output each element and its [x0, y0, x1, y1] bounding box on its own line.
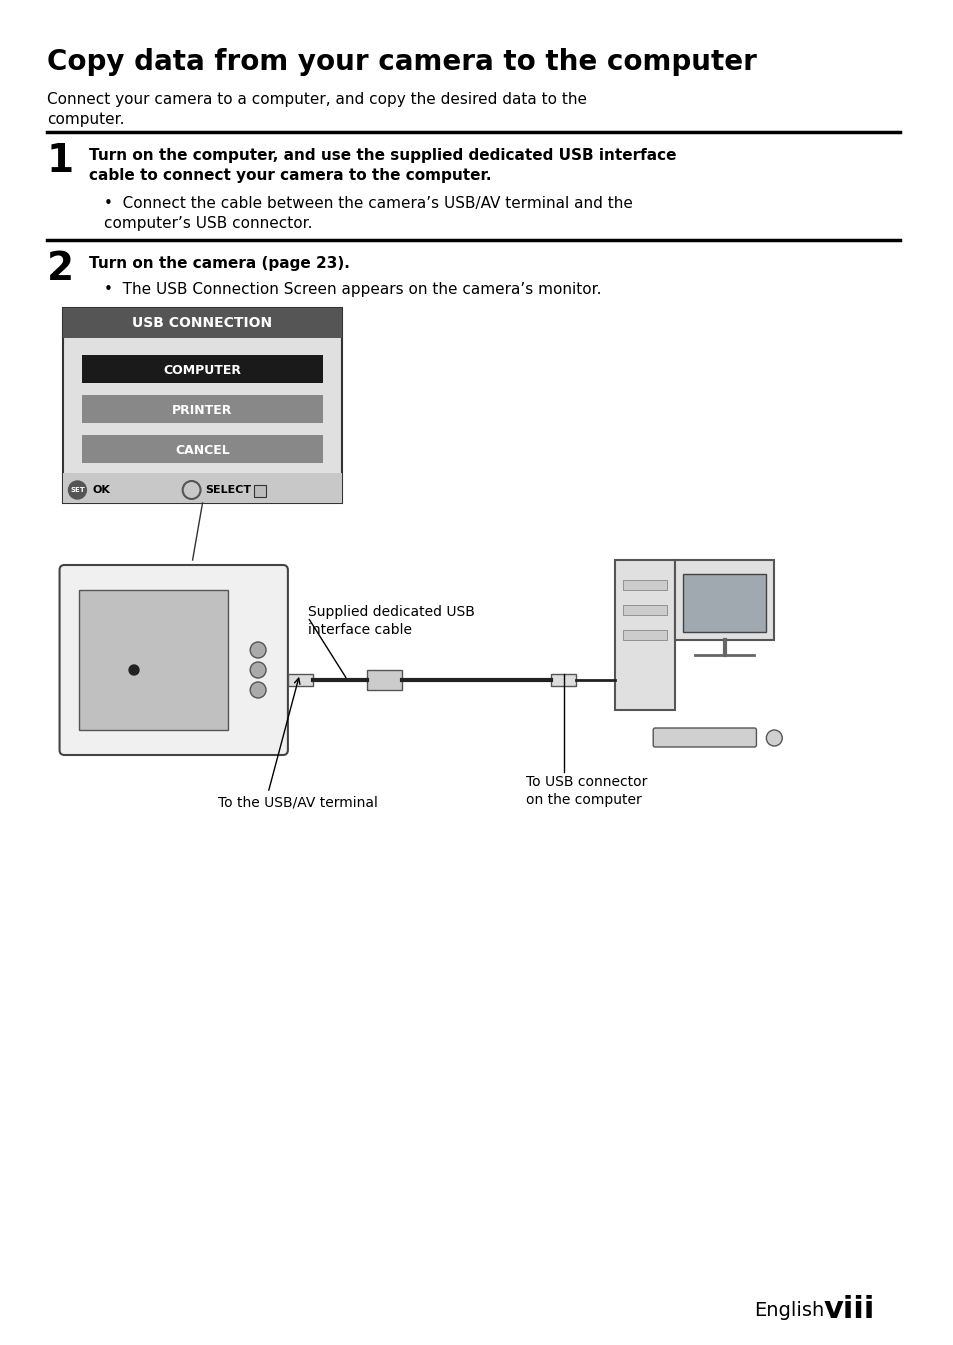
- Bar: [622, 580, 666, 590]
- Bar: [675, 560, 774, 640]
- Bar: [288, 674, 313, 686]
- Text: SET: SET: [70, 487, 85, 494]
- Text: To the USB/AV terminal: To the USB/AV terminal: [218, 795, 378, 808]
- Bar: [615, 560, 675, 710]
- Text: •  Connect the cable between the camera’s USB/AV terminal and the
computer’s USB: • Connect the cable between the camera’s…: [104, 196, 633, 231]
- Text: Turn on the camera (page 23).: Turn on the camera (page 23).: [90, 256, 350, 270]
- Text: Connect your camera to a computer, and copy the desired data to the
computer.: Connect your camera to a computer, and c…: [47, 91, 586, 126]
- Text: COMPUTER: COMPUTER: [163, 363, 241, 377]
- Circle shape: [250, 662, 266, 678]
- Bar: [82, 395, 322, 422]
- Text: 2: 2: [47, 250, 73, 288]
- Circle shape: [69, 482, 87, 499]
- Bar: [63, 308, 342, 503]
- Bar: [622, 629, 666, 640]
- Bar: [63, 473, 342, 503]
- Bar: [682, 574, 765, 632]
- Circle shape: [250, 682, 266, 698]
- Text: SELECT: SELECT: [205, 486, 252, 495]
- Text: PRINTER: PRINTER: [172, 404, 233, 417]
- Text: To USB connector
on the computer: To USB connector on the computer: [526, 775, 647, 807]
- Text: English: English: [754, 1301, 823, 1319]
- Circle shape: [129, 664, 139, 675]
- Text: 1: 1: [47, 143, 73, 180]
- Text: USB CONNECTION: USB CONNECTION: [132, 316, 273, 330]
- Bar: [367, 670, 401, 690]
- Text: Turn on the computer, and use the supplied dedicated USB interface
cable to conn: Turn on the computer, and use the suppli…: [90, 148, 676, 183]
- Bar: [63, 308, 342, 338]
- Bar: [253, 486, 266, 498]
- FancyBboxPatch shape: [59, 565, 288, 755]
- Bar: [82, 434, 322, 463]
- Text: viii: viii: [823, 1295, 875, 1325]
- Circle shape: [765, 730, 781, 746]
- Bar: [551, 674, 576, 686]
- Circle shape: [250, 642, 266, 658]
- FancyBboxPatch shape: [653, 728, 756, 746]
- Text: Supplied dedicated USB
interface cable: Supplied dedicated USB interface cable: [308, 605, 475, 638]
- Text: Copy data from your camera to the computer: Copy data from your camera to the comput…: [47, 48, 756, 77]
- Bar: [82, 355, 322, 383]
- Bar: [622, 605, 666, 615]
- Text: OK: OK: [92, 486, 111, 495]
- Text: •  The USB Connection Screen appears on the camera’s monitor.: • The USB Connection Screen appears on t…: [104, 282, 601, 297]
- Text: CANCEL: CANCEL: [175, 444, 230, 456]
- Bar: [79, 590, 228, 730]
